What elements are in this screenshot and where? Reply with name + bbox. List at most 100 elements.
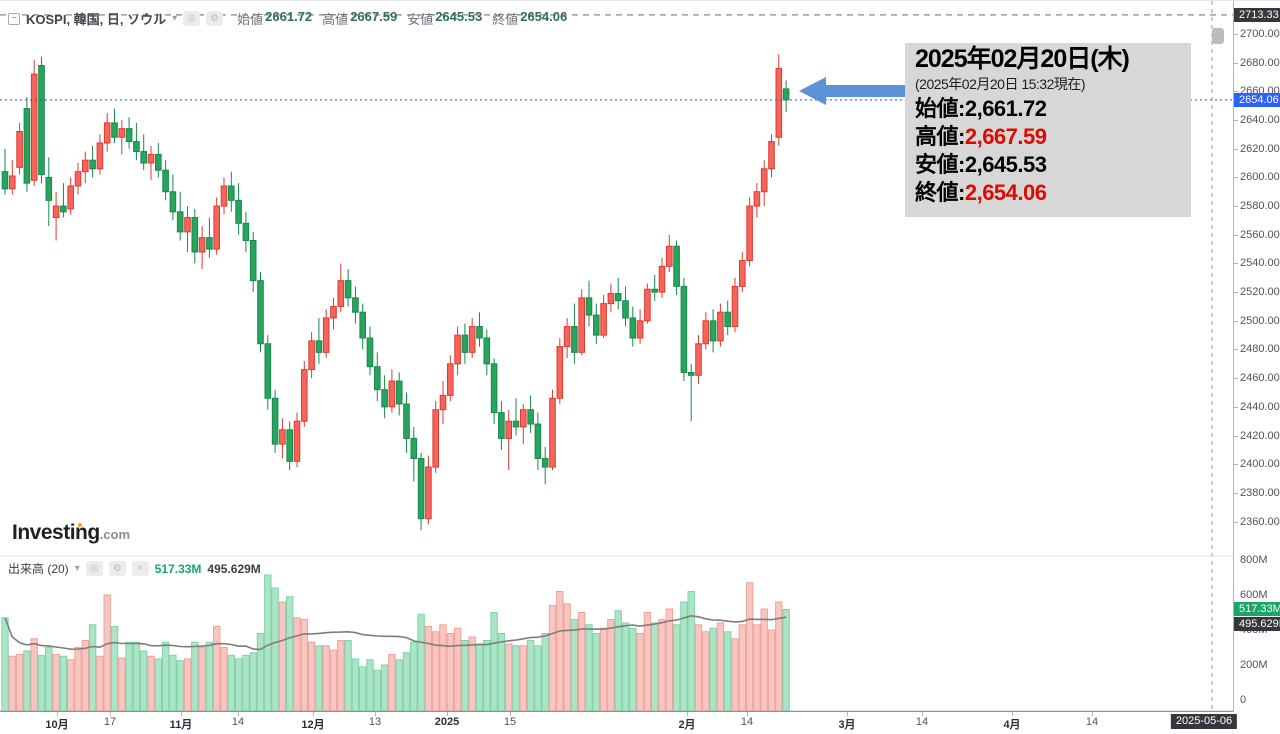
price-tick-mark [1234,492,1238,494]
info-open-row: 始値:2,661.72 [915,95,1047,121]
volume-last-value: 517.33M [154,561,202,576]
eye-icon[interactable]: ◎ [85,561,103,576]
volume-tick-label: 600M [1240,589,1268,601]
last-volume-badge: 517.33M [1234,602,1280,617]
price-line-lock-icon[interactable] [1212,28,1224,44]
info-timestamp: (2025年02月20日 15:32現在) [915,75,1086,92]
time-tick-label: 14 [1085,716,1099,728]
time-tick-label: 17 [103,716,117,728]
price-tick-label: 2600.00 [1240,171,1280,184]
time-tick-mark [1092,712,1093,716]
time-tick-mark [238,712,239,716]
time-tick-mark [313,712,314,716]
top-price-badge: 2713.33 [1234,7,1280,22]
chevron-down-icon[interactable]: ▾ [74,563,80,574]
logo-suffix: .com [99,527,131,542]
price-tick-label: 2460.00 [1240,372,1280,385]
open-label: 始値 [237,12,264,27]
high-label: 高値 [322,12,349,27]
date-info-box: 2025年02月20日(木) (2025年02月20日 15:32現在) 始値:… [905,43,1191,217]
price-tick-mark [1234,292,1238,294]
price-tick-mark [1234,148,1238,150]
price-tick-mark [1234,435,1238,437]
price-tick-mark [1234,33,1238,35]
price-tick-label: 2700.00 [1240,27,1280,40]
price-tick-label: 2380.00 [1240,486,1280,499]
low-value: 2645.53 [435,9,483,24]
price-tick-label: 2580.00 [1240,200,1280,213]
price-tick-mark [1234,349,1238,351]
price-tick-label: 2360.00 [1240,515,1280,528]
chevron-down-icon[interactable]: ▾ [172,13,178,24]
volume-ma-badge: 495.629M [1234,617,1280,632]
volume-tick-label: 200M [1240,659,1268,671]
price-tick-label: 2480.00 [1240,343,1280,356]
open-value: 2661.72 [265,9,313,24]
last-price-badge: 2654.06 [1234,92,1280,107]
symbol-header: − KOSPI, 韓国, 日, ソウル ▾ ◎ ⚙ 始値 2661.72 高値 26… [8,9,567,28]
time-tick-label: 4月 [1003,719,1021,731]
time-tick-mark [110,712,111,716]
price-tick-mark [1234,177,1238,179]
price-tick-label: 2520.00 [1240,286,1280,299]
info-high-row: 高値:2,667.59 [915,123,1047,149]
price-tick-label: 2500.00 [1240,314,1280,327]
time-tick-label: 10月 [45,719,69,731]
price-tick-label: 2400.00 [1240,458,1280,471]
price-tick-mark [1234,120,1238,122]
gear-icon[interactable]: ⚙ [108,561,126,576]
time-tick-mark [747,712,748,716]
time-axis[interactable]: 10月 17 11月 14 12月 13 2025 15 2月 14 3月 14 4月 14 2025-05… [0,712,1280,734]
eye-icon[interactable]: ◎ [183,11,201,26]
close-icon[interactable]: × [131,561,149,576]
time-tick-mark [510,712,511,716]
low-label: 安値 [407,12,434,27]
price-tick-mark [1234,206,1238,208]
candlestick-chart[interactable] [0,1,1233,712]
info-low-row: 安値:2,645.53 [915,152,1047,178]
price-tick-label: 2540.00 [1240,257,1280,270]
time-tick-mark [181,712,182,716]
price-tick-mark [1234,521,1238,523]
volume-ma-value: 495.629M [207,561,261,576]
price-tick-mark [1234,234,1238,236]
price-tick-label: 2680.00 [1240,56,1280,69]
time-tick-label: 13 [368,716,382,728]
price-tick-mark [1234,91,1238,93]
time-tick-mark [687,712,688,716]
time-tick-mark [847,712,848,716]
collapse-icon[interactable]: − [8,12,20,25]
logo-orange-dot-icon [78,523,82,527]
time-tick-mark [375,712,376,716]
time-tick-mark [447,712,448,716]
price-tick-mark [1234,406,1238,408]
volume-header: 出来高 (20) ▾ ◎ ⚙ × 517.33M 495.629M [8,560,261,577]
close-label: 終値 [492,12,519,27]
price-tick-label: 2440.00 [1240,400,1280,413]
price-tick-mark [1234,62,1238,64]
info-close-row: 終値:2,654.06 [915,180,1047,206]
volume-tick-label: 800M [1240,554,1268,566]
high-value: 2667.59 [350,9,398,24]
time-tick-mark [1012,712,1013,716]
time-tick-label: 14 [915,716,929,728]
time-tick-label: 14 [231,716,245,728]
price-tick-mark [1234,464,1238,466]
price-tick-label: 2640.00 [1240,114,1280,127]
info-date-title: 2025年02月20日(木) [915,45,1130,73]
cursor-date-badge: 2025-05-06 [1170,714,1238,729]
ohlc-readout: 始値 2661.72 高値 2667.59 安値 2645.53 終値 2654.06 [237,9,567,28]
time-tick-label: 11月 [169,719,193,731]
symbol-title[interactable]: KOSPI, 韓国, 日, ソウル [26,12,167,27]
price-tick-label: 2560.00 [1240,228,1280,241]
gear-icon[interactable]: ⚙ [206,11,224,26]
volume-tick-label: 0 [1240,694,1247,706]
price-tick-mark [1234,263,1238,265]
volume-title[interactable]: 出来高 (20) [8,562,69,576]
investing-logo: Investing .com [12,521,130,545]
price-axis[interactable]: 2700.00 2680.00 2660.00 2640.00 2620.00 2600.… [1233,1,1280,712]
price-tick-mark [1234,320,1238,322]
time-tick-label: 12月 [301,719,325,731]
time-tick-mark [57,712,58,716]
